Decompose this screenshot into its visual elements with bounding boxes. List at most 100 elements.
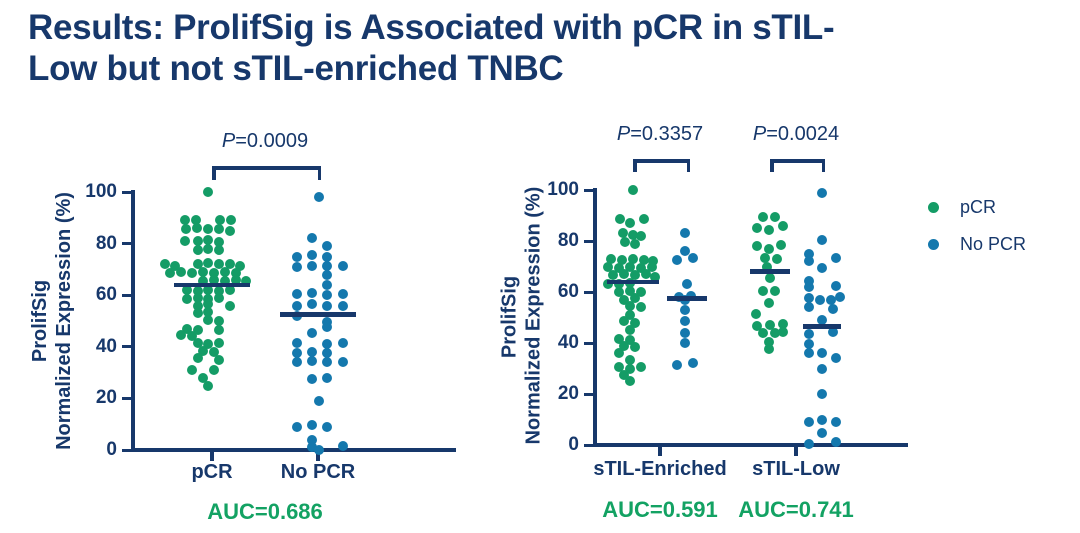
- data-point: [817, 315, 827, 326]
- slide-title-line1: Results: ProlifSig is Associated with pC…: [28, 8, 835, 47]
- p-value-label: P=0.0024: [752, 123, 840, 145]
- auc-label: AUC=0.741: [738, 497, 854, 522]
- data-point: [764, 243, 774, 254]
- median-line: [803, 324, 841, 329]
- data-point: [322, 317, 332, 328]
- data-point: [758, 327, 768, 338]
- data-point: [322, 372, 332, 383]
- data-point: [758, 285, 768, 296]
- y-tick: [584, 188, 593, 192]
- data-point: [214, 316, 224, 326]
- y-axis-line: [593, 188, 597, 447]
- p-value-label: P=0.3357: [616, 123, 704, 145]
- data-point: [614, 348, 624, 359]
- y-tick-label: 20: [557, 383, 579, 404]
- data-point: [831, 417, 841, 428]
- significance-bracket-leg: [686, 159, 690, 172]
- y-axis-line: [131, 190, 135, 452]
- data-point: [322, 290, 332, 301]
- data-point: [764, 336, 774, 347]
- data-point: [203, 285, 213, 296]
- median-line: [174, 282, 250, 288]
- data-point: [214, 337, 224, 348]
- data-point: [338, 357, 348, 368]
- data-point: [307, 233, 317, 244]
- data-point: [187, 331, 197, 342]
- legend-item-pcr: pCR: [928, 196, 1026, 218]
- data-point: [618, 228, 628, 239]
- data-point: [778, 220, 788, 231]
- p-value-label: P=0.0009: [221, 130, 309, 152]
- data-point: [292, 288, 302, 299]
- data-point: [214, 224, 224, 235]
- data-point: [187, 268, 197, 279]
- data-point: [314, 395, 324, 406]
- data-point: [209, 365, 219, 376]
- data-point: [307, 346, 317, 357]
- data-point: [203, 380, 213, 391]
- significance-bracket-leg: [633, 159, 637, 172]
- data-point: [688, 252, 698, 263]
- data-point: [688, 358, 698, 369]
- data-point: [603, 261, 613, 272]
- data-point: [680, 327, 690, 338]
- data-point: [209, 346, 219, 357]
- data-point: [193, 337, 203, 348]
- significance-bracket: [633, 159, 690, 163]
- significance-bracket-leg: [212, 166, 216, 180]
- data-point: [639, 255, 649, 266]
- y-tick-label: 20: [95, 387, 117, 409]
- data-point: [314, 445, 324, 455]
- data-point: [225, 259, 235, 270]
- data-point: [338, 300, 348, 311]
- data-point: [804, 256, 814, 267]
- data-point: [680, 316, 690, 327]
- data-point: [625, 285, 635, 296]
- data-point: [648, 256, 658, 267]
- data-point: [776, 239, 786, 250]
- data-point: [187, 365, 197, 376]
- data-point: [220, 266, 230, 277]
- category-label: sTIL-Low: [752, 458, 840, 480]
- data-point: [680, 246, 690, 257]
- data-point: [181, 224, 191, 235]
- data-point: [322, 322, 332, 333]
- data-point: [322, 269, 332, 280]
- data-point: [231, 268, 241, 279]
- median-line: [607, 279, 659, 285]
- data-point: [338, 260, 348, 271]
- data-point: [614, 362, 624, 373]
- right-y-axis-label-line1: ProlifSig: [498, 275, 521, 359]
- data-point: [831, 280, 841, 291]
- y-tick: [584, 443, 593, 447]
- y-tick-label: 40: [95, 335, 117, 357]
- significance-bracket-leg: [770, 159, 774, 172]
- data-point: [322, 348, 332, 359]
- data-point: [307, 327, 317, 338]
- data-point: [603, 279, 613, 290]
- data-point: [625, 261, 635, 272]
- data-point: [770, 285, 780, 296]
- category-label: pCR: [191, 461, 233, 483]
- data-point: [198, 266, 208, 277]
- data-point: [214, 292, 224, 303]
- median-line: [667, 296, 707, 301]
- data-point: [203, 187, 213, 197]
- y-tick-label: 100: [85, 181, 117, 202]
- data-point: [307, 374, 317, 385]
- category-label: sTIL-Enriched: [593, 458, 727, 480]
- y-tick: [122, 345, 131, 349]
- data-point: [209, 274, 219, 285]
- data-point: [636, 302, 646, 313]
- data-point: [226, 215, 236, 226]
- data-point: [636, 230, 646, 241]
- data-point: [628, 185, 638, 195]
- y-tick: [122, 396, 131, 400]
- data-point: [180, 215, 190, 226]
- data-point: [203, 234, 213, 245]
- data-point: [182, 285, 192, 296]
- y-tick-label: 0: [106, 439, 117, 460]
- data-point: [292, 348, 302, 359]
- data-point: [680, 304, 690, 315]
